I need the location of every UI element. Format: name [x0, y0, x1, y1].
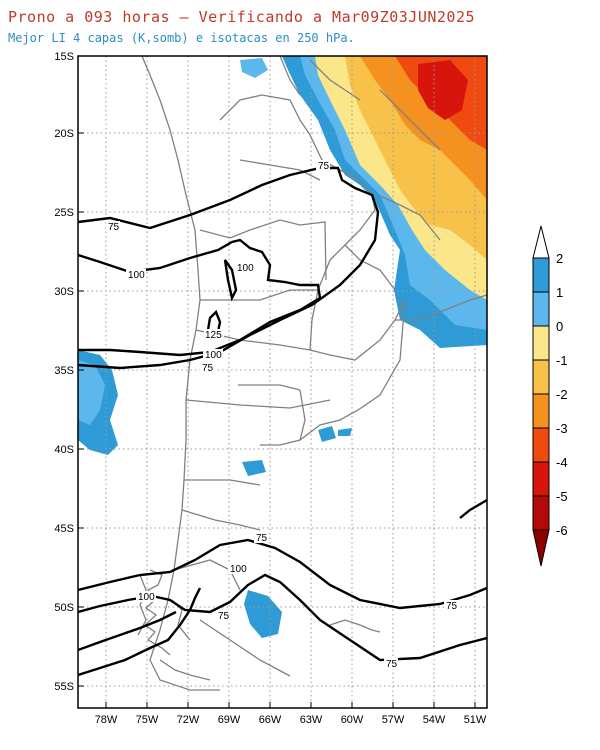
colorbar-label: 1: [556, 285, 563, 300]
map-subtitle: Mejor LI 4 capas (K,somb) e isotacas en …: [8, 31, 355, 45]
lon-label: 69W: [218, 714, 241, 726]
isotach-label: 100: [128, 270, 145, 281]
colorbar: 2 1 0 -1 -2 -3 -4 -5 -6: [532, 225, 568, 567]
colorbar-label: -2: [556, 387, 568, 402]
colorbar-box: [532, 393, 550, 429]
li-shading-west: [78, 350, 118, 455]
lat-label: 40S: [54, 444, 74, 456]
colorbar-box: [532, 461, 550, 497]
lat-label: 30S: [54, 286, 74, 298]
isotach-label: 75: [108, 222, 120, 233]
colorbar-arrow-top: [532, 225, 550, 259]
lon-label: 72W: [177, 714, 200, 726]
isotach-label: 75: [218, 611, 230, 622]
lat-label: 55S: [54, 681, 74, 693]
lon-label: 75W: [136, 714, 159, 726]
isotach-label: 75: [202, 363, 214, 374]
li-shading-patches: [242, 426, 352, 638]
lat-label: 20S: [54, 128, 74, 140]
colorbar-label: -3: [556, 421, 568, 436]
lat-label: 15S: [54, 51, 74, 63]
isotach-labels: 75 75 75 75 75 75 75 100 100 100 100 100…: [106, 160, 458, 670]
latitude-labels: 15S 20S 25S 30S 35S 40S 45S 50S 55S: [54, 51, 74, 693]
lat-label: 45S: [54, 523, 74, 535]
longitude-labels: 78W 75W 72W 69W 66W 63W 60W 57W 54W 51W: [95, 714, 487, 726]
isotach-label: 100: [230, 564, 247, 575]
isotach-label: 125: [205, 330, 222, 341]
colorbar-label: 0: [556, 319, 563, 334]
colorbar-box: [532, 325, 550, 361]
tick-marks: [78, 55, 476, 708]
isotach-label: 75: [446, 601, 458, 612]
colorbar-box: [532, 359, 550, 395]
isotach-label: 75: [318, 161, 330, 172]
coastlines-borders: [141, 56, 487, 691]
lat-label: 25S: [54, 207, 74, 219]
isotach-label: 100: [237, 263, 254, 274]
map-frame: [77, 55, 488, 709]
colorbar-box: [532, 495, 550, 531]
li-shading-northeast: [240, 56, 487, 348]
lon-label: 54W: [423, 714, 446, 726]
colorbar-box: [532, 257, 550, 293]
isotach-label: 75: [386, 659, 398, 670]
lon-label: 63W: [300, 714, 323, 726]
colorbar-label: -1: [556, 353, 568, 368]
colorbar-label: -6: [556, 523, 568, 538]
isotach-label: 100: [205, 350, 222, 361]
lon-label: 57W: [382, 714, 405, 726]
map-title: Prono a 093 horas — Verificando a Mar09Z…: [8, 8, 476, 26]
lon-label: 78W: [95, 714, 118, 726]
colorbar-arrow-bottom: [532, 529, 550, 567]
lon-label: 51W: [464, 714, 487, 726]
isotach-label: 100: [138, 592, 155, 603]
colorbar-box: [532, 427, 550, 463]
isotach-label: 75: [256, 533, 268, 544]
colorbar-box: [532, 291, 550, 327]
colorbar-label: 2: [556, 251, 563, 266]
colorbar-label: -4: [556, 455, 568, 470]
colorbar-label: -5: [556, 489, 568, 504]
lat-label: 50S: [54, 602, 74, 614]
lon-label: 60W: [341, 714, 364, 726]
lon-label: 66W: [259, 714, 282, 726]
grid-lines: [78, 56, 487, 708]
lat-label: 35S: [54, 365, 74, 377]
